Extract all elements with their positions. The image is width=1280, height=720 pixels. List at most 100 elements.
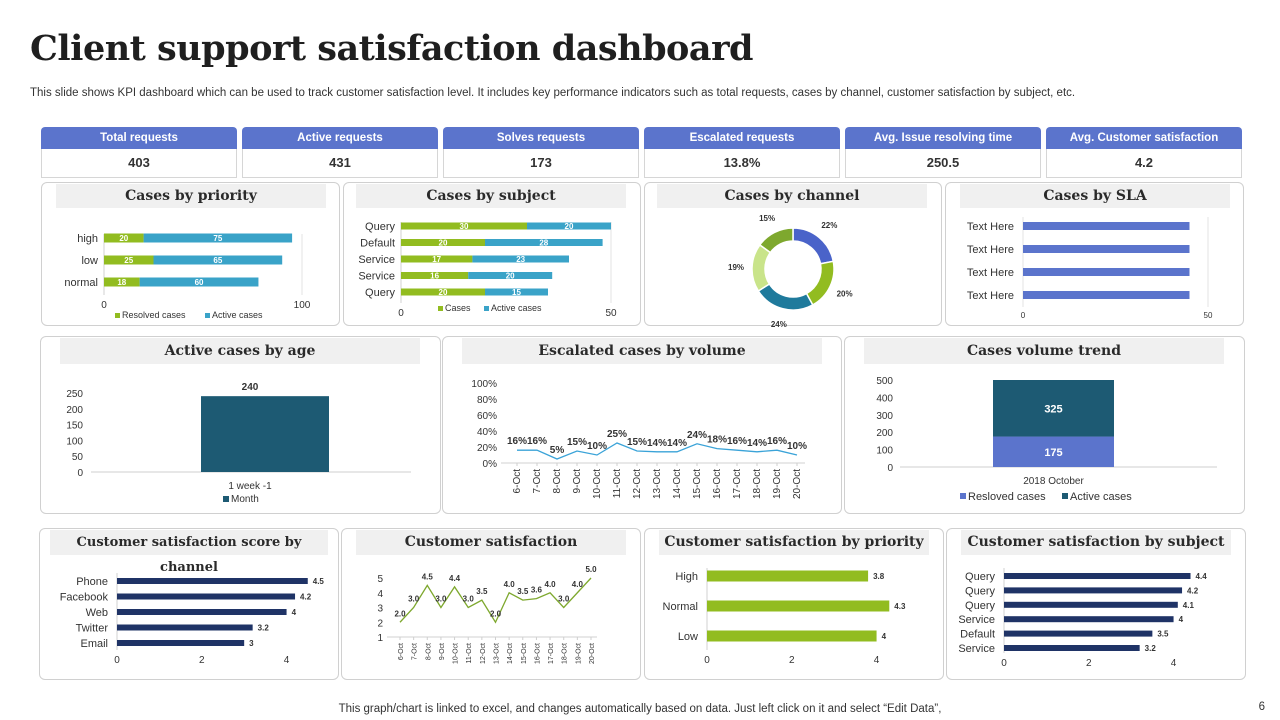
legend-swatch (115, 313, 120, 318)
kpi-label: Escalated requests (644, 127, 840, 149)
chart-active-cases-by-age: 250 200 150 100 50 0 240 1 week -1 Month (66, 382, 411, 505)
bar (1004, 587, 1183, 594)
data-label: 14% (747, 438, 767, 449)
data-label: 20 (565, 222, 574, 231)
bar (1004, 616, 1174, 623)
x-tick-label: 4 (284, 655, 290, 666)
legend-swatch (438, 306, 443, 311)
x-tick-label: 19-Oct (772, 469, 783, 499)
category-label: Twitter (76, 623, 109, 635)
kpi-solves-requests: Solves requests 173 (443, 127, 639, 179)
bar (117, 578, 308, 584)
x-tick-label: 100 (294, 300, 311, 311)
x-tick-label: 2 (199, 655, 205, 666)
category-label: Facebook (60, 592, 109, 604)
data-label: 4.2 (1187, 586, 1199, 595)
y-tick-label: 100% (471, 379, 497, 390)
kpi-label: Avg. Customer satisfaction (1046, 127, 1242, 149)
x-tick-label: 0 (114, 655, 120, 666)
chart-satisfaction-by-priority: High 3.8 Normal 4.3 Low 4 0 2 4 (663, 568, 906, 666)
data-label: 4 (292, 608, 297, 617)
page-subtitle: This slide shows KPI dashboard which can… (30, 87, 1076, 99)
x-tick-label: 6-Oct (512, 469, 523, 494)
category-label: Service (358, 271, 395, 283)
y-tick-label: 50 (72, 452, 84, 463)
data-label: 3.8 (873, 572, 885, 581)
y-tick-label: 20% (477, 443, 497, 454)
legend-swatch (223, 496, 229, 502)
chart-title: Customer satisfaction by priority (659, 530, 929, 555)
category-label: Query (965, 600, 995, 612)
data-label: 3.5 (1157, 630, 1169, 639)
bar-segment (104, 233, 144, 243)
y-tick-label: 100 (66, 436, 83, 447)
data-label: 3.2 (258, 624, 270, 633)
y-tick-label: 40% (477, 427, 497, 438)
data-label: 16% (507, 436, 527, 447)
bar-segment (143, 233, 293, 243)
x-tick-label: 11-Oct (612, 469, 623, 498)
data-label: 3 (249, 639, 254, 648)
category-label: Query (965, 571, 995, 583)
y-tick-label: 0% (483, 459, 498, 470)
bar (1023, 291, 1190, 299)
x-tick-label: 0 (1001, 658, 1007, 669)
category-label: Default (360, 238, 395, 250)
legend-swatch (484, 306, 489, 311)
chart-title: Active cases by age (60, 338, 420, 364)
data-label: 3.0 (558, 595, 570, 604)
y-tick-label: 200 (66, 405, 83, 416)
panel-satisfaction-by-priority: Customer satisfaction by priority High 3.… (644, 528, 944, 680)
data-label: 4.2 (300, 593, 312, 602)
legend-label: Active cases (1070, 491, 1132, 503)
bar (1004, 630, 1153, 637)
bar-segment (468, 272, 553, 279)
category-label: Text Here (967, 244, 1014, 256)
data-label: 240 (242, 382, 259, 393)
x-tick-label: 17-Oct (732, 469, 743, 499)
data-label: 20 (506, 272, 515, 281)
y-tick-label: 500 (876, 376, 893, 387)
chart-cases-by-channel: 22% 20% 24% 19% 15% (728, 214, 853, 329)
y-tick-label: 3 (377, 604, 383, 615)
y-tick-label: 4 (377, 589, 383, 600)
data-label: 15 (512, 288, 521, 297)
category-label: Text Here (967, 221, 1014, 233)
x-tick-label: 11-Oct (466, 643, 473, 664)
category-label: high (77, 233, 98, 245)
kpi-label: Avg. Issue resolving time (845, 127, 1041, 149)
bar (707, 600, 890, 612)
x-tick-label: 13-Oct (494, 643, 501, 664)
data-label: 10% (787, 441, 807, 452)
y-tick-label: 0 (887, 463, 893, 474)
data-label: 2.0 (394, 609, 406, 618)
x-tick-label: 2 (789, 655, 795, 666)
y-tick-label: 200 (876, 428, 893, 439)
data-label: 4.1 (1183, 601, 1195, 610)
data-label: 4 (882, 632, 887, 641)
legend-swatch (960, 493, 966, 499)
y-tick-label: 100 (876, 446, 893, 457)
bar (117, 640, 245, 646)
data-label: 16% (727, 436, 747, 447)
data-label: 4.5 (313, 577, 325, 586)
x-tick-label: 2 (1086, 658, 1092, 669)
data-label: 30 (460, 222, 469, 231)
data-label: 60 (195, 278, 204, 287)
data-label: 17 (432, 255, 441, 264)
data-label: 2.0 (490, 609, 502, 618)
x-tick-label: 8-Oct (552, 469, 563, 494)
kpi-label: Active requests (242, 127, 438, 149)
chart-satisfaction-by-subject: Query 4.4 Query 4.2 Query 4.1 Service 4 Default 3… (958, 568, 1207, 669)
page-title: Client support satisfaction dashboard (30, 28, 754, 69)
data-label: 325 (1044, 403, 1062, 415)
slice-label: 15% (759, 214, 775, 223)
legend-swatch (205, 313, 210, 318)
data-label: 16% (527, 436, 547, 447)
x-tick-label: 4 (1171, 658, 1177, 669)
kpi-value: 431 (242, 149, 438, 178)
bar-segment (153, 255, 283, 265)
bar-segment (485, 288, 548, 296)
series-line (517, 442, 798, 460)
bar-segment (527, 222, 611, 230)
